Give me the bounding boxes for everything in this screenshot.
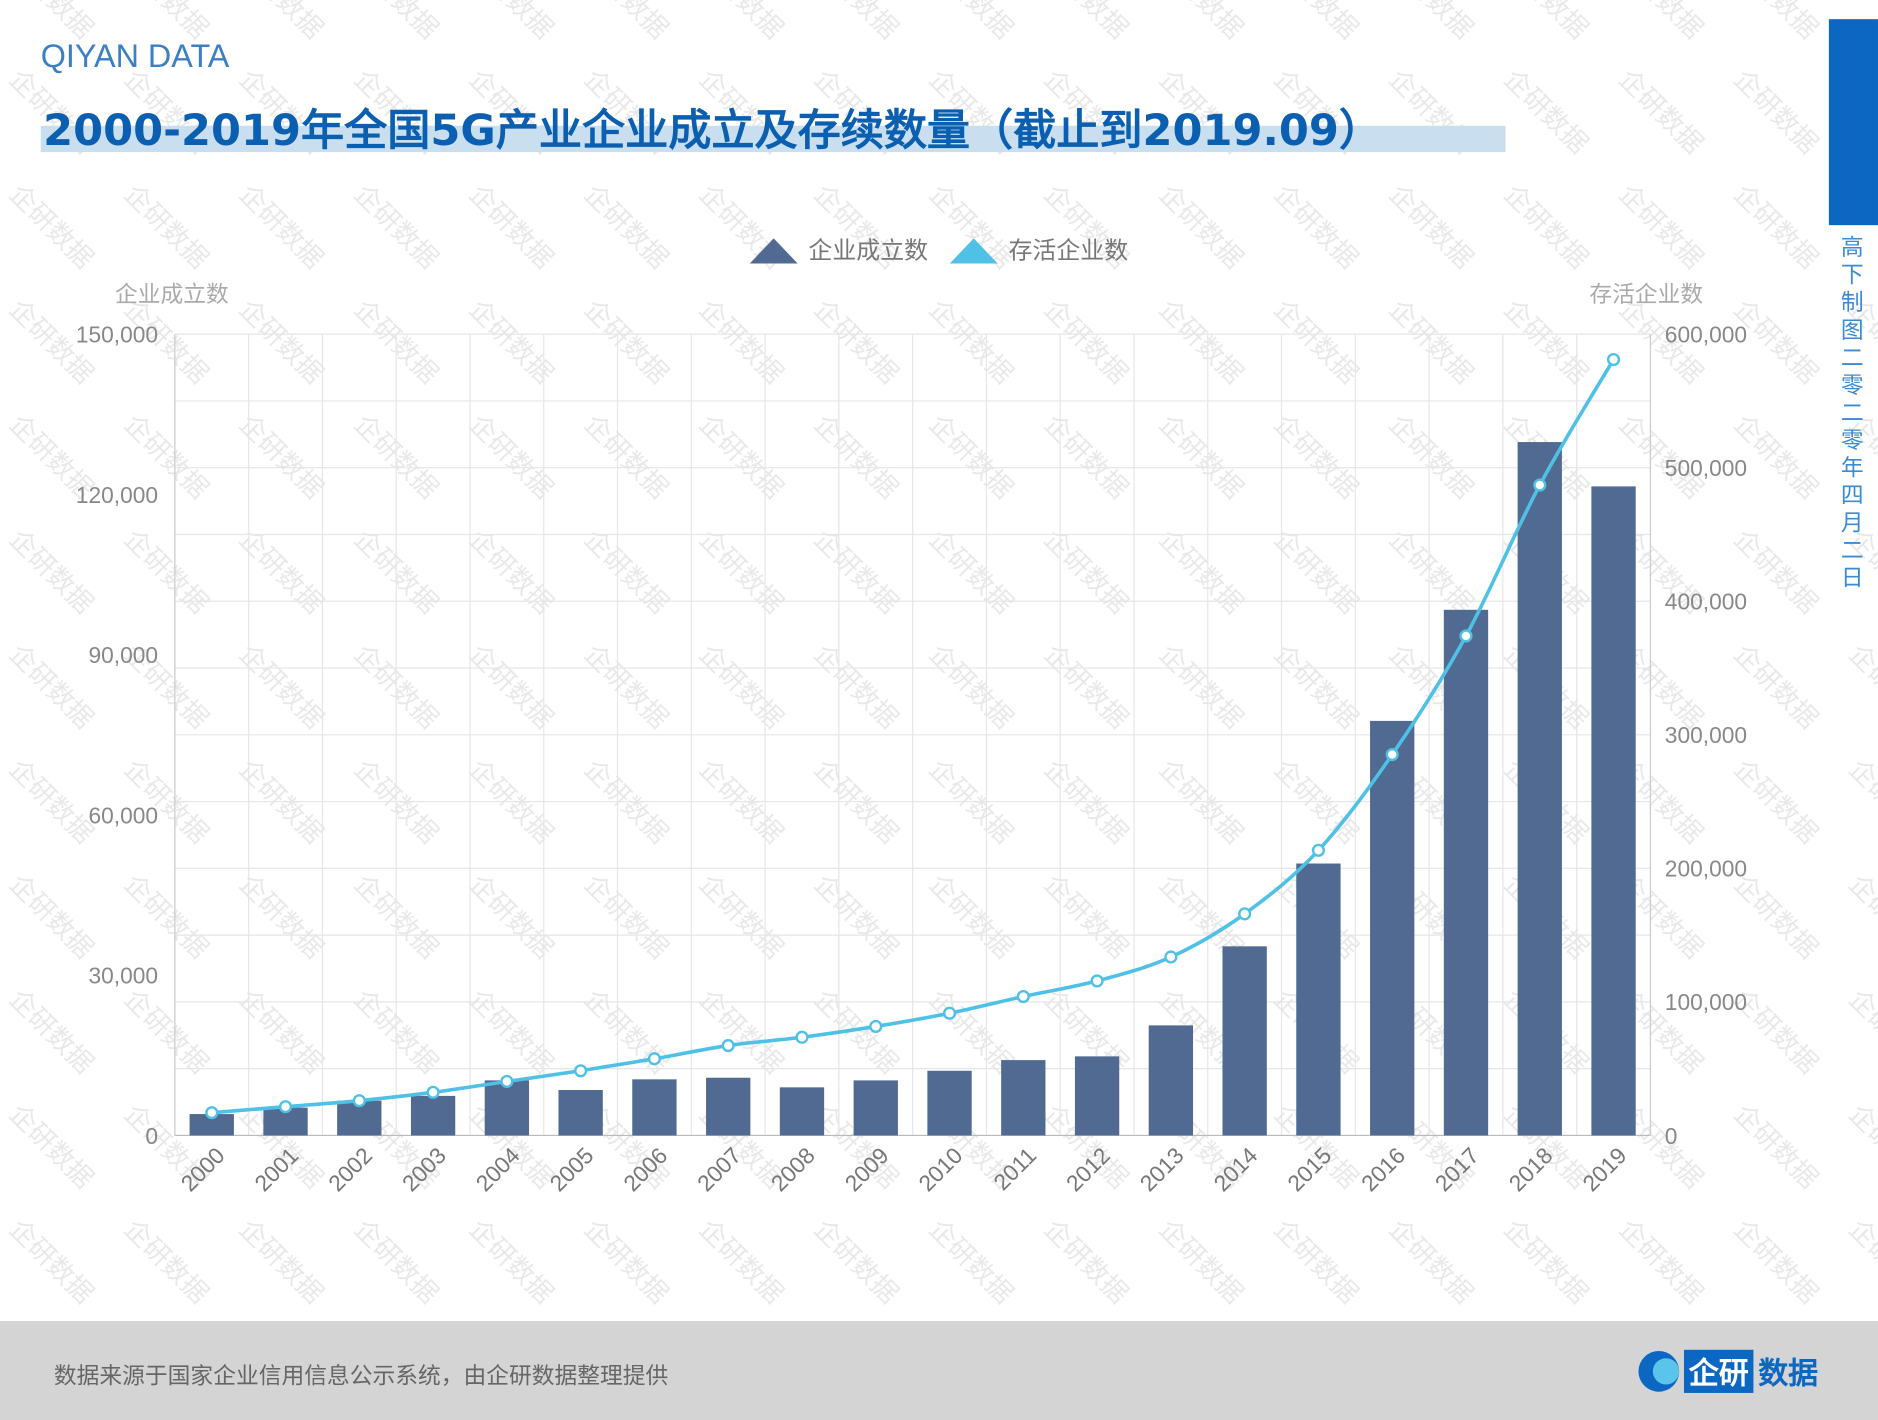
y2-tick-label: 300,000 [1665, 722, 1747, 748]
y-tick-label: 120,000 [76, 482, 158, 508]
bar-2019 [1591, 486, 1636, 1136]
x-tick-label: 2005 [544, 1142, 598, 1196]
bar-2008 [779, 1087, 825, 1136]
line-point-2000 [205, 1106, 219, 1120]
bar-2010 [927, 1070, 972, 1136]
footer [0, 1321, 1878, 1420]
source-note: 数据来源于国家企业信用信息公示系统，由企研数据整理提供 [53, 1362, 669, 1390]
line-point-2009 [869, 1019, 883, 1034]
line-point-2017 [1459, 629, 1473, 643]
line-point-2015 [1311, 843, 1326, 857]
line-point-2005 [574, 1064, 588, 1078]
bar-2009 [853, 1080, 898, 1136]
x-tick-label: 2000 [175, 1142, 229, 1196]
legend-triangle-icon-bar [749, 238, 798, 264]
x-tick-label: 2012 [1061, 1142, 1115, 1196]
page-title: 2000-2019年全国5G产业企业成立及存续数量（截止到2019.09） [43, 106, 1383, 156]
bar-2011 [1001, 1060, 1046, 1136]
y2-tick-label: 200,000 [1665, 856, 1747, 882]
y2-tick-label: 500,000 [1665, 455, 1747, 481]
y2-tick-label: 600,000 [1665, 322, 1747, 348]
bar-2018 [1517, 442, 1562, 1136]
side-note: 高下制图 二零二零年四月二日 [1840, 234, 1864, 592]
line-point-2007 [721, 1038, 735, 1053]
x-tick-label: 2009 [839, 1142, 893, 1196]
bar-2006 [632, 1079, 677, 1136]
title-underline [40, 125, 1506, 153]
x-tick-label: 2016 [1356, 1142, 1410, 1196]
y-tick-label: 150,000 [76, 322, 158, 348]
y-tick-label: 30,000 [89, 963, 159, 989]
line-point-2008 [795, 1030, 809, 1044]
x-tick-label: 2018 [1503, 1142, 1557, 1196]
legend-label-line: 存活企业数 [1008, 237, 1128, 265]
y2-axis-title: 存活企业数 [1589, 282, 1703, 308]
line-series-survival [211, 358, 1616, 1115]
logo-text-a: 企研 [1683, 1349, 1754, 1393]
x-tick-label: 2019 [1577, 1142, 1631, 1196]
x-tick-label: 2007 [692, 1142, 746, 1196]
line-point-2011 [1016, 989, 1030, 1004]
x-tick-label: 2004 [471, 1142, 525, 1196]
bar-2015 [1296, 863, 1341, 1136]
x-tick-label: 2015 [1282, 1142, 1336, 1196]
bar-2014 [1222, 946, 1267, 1136]
line-point-2013 [1164, 950, 1178, 964]
logo-icon [1638, 1351, 1680, 1392]
x-tick-label: 2003 [397, 1142, 451, 1196]
y2-tick-label: 0 [1665, 1123, 1678, 1149]
line-point-2016 [1385, 747, 1399, 762]
x-tick-label: 2002 [323, 1142, 377, 1196]
y-tick-label: 0 [145, 1123, 158, 1149]
x-tick-label: 2006 [618, 1142, 672, 1196]
chart: 0 30,000 60,000 90,000 120,000 150,000 0 100,00… [76, 237, 1747, 1197]
bar-2007 [706, 1077, 751, 1136]
bar-2004 [484, 1080, 530, 1136]
line-point-2002 [352, 1094, 366, 1108]
y-tick-label: 60,000 [89, 802, 159, 828]
logo: 企研 数据 [1638, 1349, 1819, 1393]
line-point-2012 [1090, 974, 1104, 988]
bar-2012 [1074, 1056, 1120, 1136]
legend-label-bar: 企业成立数 [808, 237, 928, 265]
line-point-2010 [942, 1006, 957, 1020]
side-accent [1828, 19, 1878, 226]
x-tick-label: 2013 [1135, 1142, 1189, 1196]
y2-tick-label: 100,000 [1665, 989, 1747, 1015]
x-tick-label: 2014 [1208, 1142, 1262, 1196]
line-point-2004 [500, 1074, 514, 1089]
x-tick-label: 2011 [988, 1142, 1041, 1195]
y2-tick-label: 400,000 [1665, 589, 1747, 615]
x-tick-label: 2008 [766, 1142, 820, 1196]
line-point-2019 [1606, 352, 1621, 367]
bar-2005 [558, 1090, 603, 1136]
bar-2000 [189, 1114, 234, 1136]
line-point-2018 [1533, 478, 1547, 492]
x-tick-label: 2017 [1430, 1142, 1484, 1196]
bar-2016 [1370, 720, 1415, 1136]
x-tick-label: 2010 [913, 1142, 967, 1196]
bar-2013 [1148, 1025, 1194, 1136]
legend-triangle-icon-line [949, 238, 998, 264]
brand-label: QIYAN DATA [40, 38, 230, 75]
line-point-2001 [278, 1100, 293, 1114]
y-axis-title: 企业成立数 [115, 282, 229, 308]
x-tick-label: 2001 [249, 1142, 303, 1196]
bar-2003 [410, 1095, 456, 1136]
bar-2017 [1443, 609, 1489, 1136]
y-tick-label: 90,000 [89, 642, 159, 668]
line-point-2014 [1238, 907, 1252, 921]
logo-text-b: 数据 [1758, 1355, 1819, 1391]
line-point-2006 [647, 1052, 662, 1066]
line-point-2003 [426, 1085, 440, 1099]
